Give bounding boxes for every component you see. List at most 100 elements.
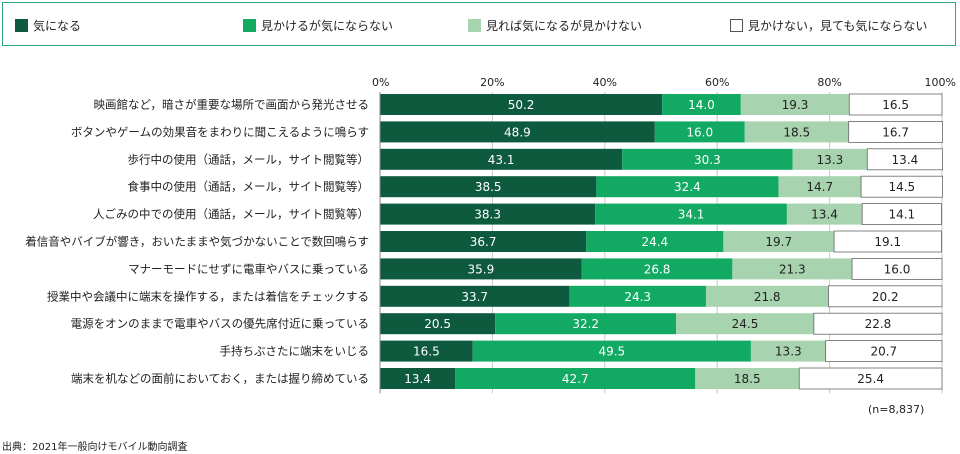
bar-segment: [723, 231, 835, 252]
bar-segment: [380, 231, 587, 252]
data-label: 36.7: [470, 235, 497, 249]
data-label: 50.2: [508, 98, 535, 112]
category-label: 手持ちぶさたに端末をいじる: [220, 344, 370, 358]
bar-segment: [654, 121, 745, 143]
bar-segment: [705, 285, 829, 307]
x-tick-label: 100%: [925, 76, 956, 89]
data-label: 35.9: [468, 262, 495, 276]
data-label: 14.0: [688, 98, 715, 112]
data-label: 13.3: [817, 153, 844, 167]
data-label: 42.7: [562, 372, 589, 386]
legend-label: 見かけない，見ても気にならない: [748, 18, 928, 33]
data-label: 13.4: [811, 208, 838, 222]
bar-segment: [380, 94, 663, 115]
data-label: 24.3: [624, 290, 651, 304]
data-label: 49.5: [598, 345, 625, 359]
bar-segment: [695, 368, 800, 389]
x-tick-label: 80%: [817, 76, 841, 89]
data-label: 48.9: [504, 125, 531, 139]
category-label: 授業中や会議中に端末を操作する，または着信をチェックする: [47, 289, 369, 303]
bar-segment: [595, 203, 787, 225]
bar-segment: [596, 176, 779, 198]
data-label: 16.0: [686, 125, 713, 139]
bar-segment: [472, 340, 751, 362]
bar-segment: [569, 285, 706, 307]
bar-segment: [750, 340, 826, 362]
data-label: 32.4: [674, 180, 701, 194]
bar-segment: [851, 257, 943, 280]
data-label: 16.5: [882, 98, 909, 112]
category-label: 人ごみの中での使用（通話，メール，サイト閲覧等）: [93, 207, 369, 221]
legend-item: 見かけるが気にならない: [243, 17, 393, 33]
data-label: 19.7: [765, 235, 792, 249]
legend-swatch: [15, 18, 28, 32]
bar-segment: [380, 340, 473, 362]
legend-swatch: [730, 18, 743, 32]
data-label: 13.4: [892, 153, 919, 167]
data-label: 20.5: [424, 317, 451, 331]
data-label: 18.5: [734, 372, 761, 386]
legend-item: 見れば気になるが見かけない: [468, 17, 642, 33]
category-label: 端末を机などの面前においておく，または握り締めている: [71, 372, 369, 386]
data-label: 19.1: [874, 235, 901, 249]
bar-segment: [676, 313, 814, 335]
bar-segment: [813, 312, 943, 335]
data-label: 18.5: [783, 125, 810, 139]
data-label: 14.5: [888, 180, 915, 194]
category-label: マナーモードにせずに電車やバスに乗っている: [128, 262, 369, 276]
data-label: 25.4: [857, 372, 884, 386]
data-label: 16.0: [884, 262, 911, 276]
category-label: 電源をオンのままで電車やバスの優先席付近に乗っている: [71, 317, 369, 331]
x-tick-label: 60%: [705, 76, 729, 89]
data-label: 38.5: [475, 180, 502, 194]
x-tick-label: 0%: [372, 76, 389, 89]
legend-label: 気になる: [33, 18, 82, 33]
data-label: 24.4: [641, 235, 668, 249]
bar-segment: [866, 148, 943, 171]
category-label: 着信音やバイブが響き，おいたままや気づかないことで数回鳴らす: [25, 235, 369, 249]
legend-label: 見かけるが気にならない: [261, 18, 394, 33]
bar-segment: [861, 203, 942, 226]
legend: 気になる 見かけるが気にならない 見れば気になるが見かけない 見かけない，見ても…: [2, 2, 956, 46]
data-label: 30.3: [694, 153, 721, 167]
bar-segment: [380, 313, 496, 335]
source-note: 出典：2021年一般向けモバイル動向調査: [2, 442, 188, 453]
data-label: 16.5: [413, 345, 440, 359]
data-label: 13.4: [404, 372, 431, 386]
data-label: 13.3: [775, 345, 802, 359]
bar-segment: [778, 176, 862, 198]
bar-segment: [798, 367, 943, 390]
bar-segment: [380, 258, 582, 280]
category-label: 食事中の使用（通話，メール，サイト閲覧等）: [128, 180, 370, 194]
bar-segment: [833, 230, 942, 253]
bar-segment: [744, 121, 849, 143]
data-label: 22.8: [865, 317, 892, 331]
bar-segment: [662, 94, 741, 115]
bar-segment: [380, 203, 596, 225]
bar-segment: [622, 148, 793, 170]
bar-segment: [786, 203, 863, 225]
bar-segment: [581, 258, 733, 280]
bar-segment: [860, 175, 943, 198]
bar-segment: [848, 93, 943, 116]
category-label: 歩行中の使用（通話，メール，サイト閲覧等）: [128, 152, 370, 166]
bar-segment: [380, 148, 623, 170]
category-label: ボタンやゲームの効果音をまわりに聞こえるように鳴らす: [71, 125, 369, 139]
data-label: 14.7: [806, 180, 833, 194]
bar-segment: [740, 94, 850, 115]
bar-segment: [828, 285, 943, 308]
legend-swatch: [468, 18, 481, 32]
data-label: 20.7: [870, 345, 897, 359]
data-label: 26.8: [644, 262, 671, 276]
legend-item: 見かけない，見ても気にならない: [730, 17, 927, 33]
data-label: 32.2: [572, 317, 599, 331]
bar-segment: [848, 121, 943, 143]
data-label: 20.2: [872, 290, 899, 304]
bar-segment: [495, 313, 677, 335]
data-label: 43.1: [488, 153, 515, 167]
legend-swatch: [243, 18, 256, 32]
bar-segment: [825, 340, 943, 363]
bar-segment: [380, 176, 597, 198]
data-label: 24.5: [732, 317, 759, 331]
bar-segment: [732, 258, 853, 280]
